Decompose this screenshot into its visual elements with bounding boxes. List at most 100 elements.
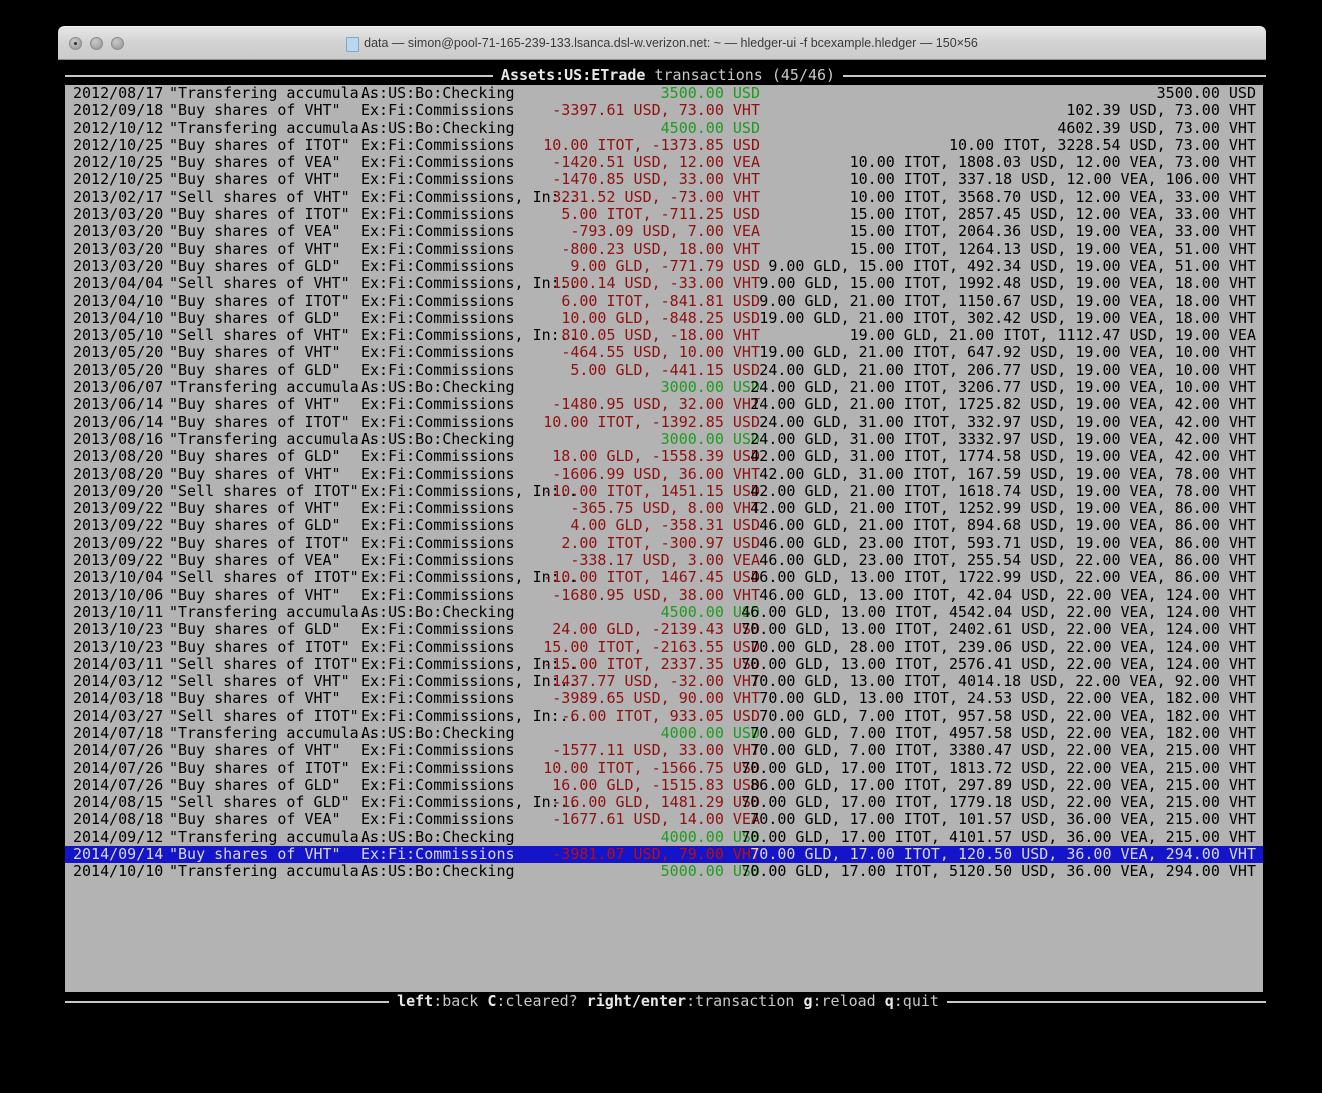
row-amount: -16.00 GLD, 1481.29 USD: [552, 793, 760, 812]
table-row[interactable]: 2013/03/20 "Buy shares of VHT" Ex:Fi:Commi…: [65, 240, 1263, 258]
header-label: Assets:US:ETrade transactions (45/46): [493, 66, 843, 84]
footer-key[interactable]: right/enter: [586, 991, 687, 1010]
transactions-list[interactable]: 2012/08/17 "Transfering accumula.. As:US:B…: [65, 84, 1263, 992]
zoom-icon[interactable]: [111, 36, 124, 50]
row-account: Ex:Fi:Commissions: [361, 291, 515, 310]
window-titlebar[interactable]: data — simon@pool-71-165-239-133.lsanca.…: [58, 26, 1266, 60]
table-row[interactable]: 2013/04/04 "Sell shares of VHT" Ex:Fi:Comm…: [65, 274, 1263, 292]
table-row[interactable]: 2013/03/20 "Buy shares of ITOT" Ex:Fi:Comm…: [65, 205, 1263, 223]
table-row[interactable]: 2013/05/10 "Sell shares of VHT" Ex:Fi:Comm…: [65, 326, 1263, 345]
row-account: Ex:Fi:Commissions: [361, 637, 515, 656]
table-row[interactable]: 2013/04/10 "Buy shares of ITOT" Ex:Fi:Comm…: [65, 291, 1263, 310]
row-account: Ex:Fi:Commissions, In:..: [361, 793, 578, 812]
hledger-ui-screen[interactable]: Assets:US:ETrade transactions (45/46) 20…: [65, 66, 1266, 1011]
table-row[interactable]: 2013/10/04 "Sell shares of ITOT" Ex:Fi:Com…: [65, 569, 1263, 587]
footer-action: :reload: [812, 991, 876, 1010]
table-row[interactable]: 2013/03/20 "Buy shares of VEA" Ex:Fi:Commi…: [65, 222, 1263, 241]
row-balance: 4602.39 USD, 73.00 VHT: [1057, 118, 1256, 137]
minimize-icon[interactable]: [90, 36, 103, 50]
table-row[interactable]: 2014/07/26 "Buy shares of VHT" Ex:Fi:Commi…: [65, 741, 1263, 760]
table-row[interactable]: 2013/08/20 "Buy shares of VHT" Ex:Fi:Commi…: [65, 464, 1263, 483]
table-row[interactable]: 2012/10/25 "Buy shares of ITOT" Ex:Fi:Comm…: [65, 135, 1263, 154]
table-row[interactable]: 2013/09/22 "Buy shares of VHT" Ex:Fi:Commi…: [65, 499, 1263, 518]
row-balance: 9.00 GLD, 15.00 ITOT, 492.34 USD, 19.00 …: [768, 256, 1256, 275]
close-icon[interactable]: [69, 36, 82, 50]
table-row[interactable]: 2013/02/17 "Sell shares of VHT" Ex:Fi:Comm…: [65, 187, 1263, 206]
row-amount: -1420.51 USD, 12.00 VEA: [552, 153, 760, 172]
table-row[interactable]: 2013/03/20 "Buy shares of GLD" Ex:Fi:Commi…: [65, 256, 1263, 275]
table-row[interactable]: 2014/08/18 "Buy shares of VEA" Ex:Fi:Commi…: [65, 811, 1263, 829]
table-row[interactable]: 2013/09/20 "Sell shares of ITOT" Ex:Fi:Com…: [65, 481, 1263, 500]
table-row[interactable]: 2012/10/12 "Transfering accumula.. As:US:B…: [65, 118, 1263, 137]
table-row[interactable]: 2013/08/16 "Transfering accumula.. As:US:B…: [65, 430, 1263, 448]
screen-header-bar: Assets:US:ETrade transactions (45/46): [65, 66, 1266, 85]
row-amount: 16.00 GLD, -1515.83 USD: [552, 775, 760, 794]
table-row[interactable]: 2013/09/22 "Buy shares of VEA" Ex:Fi:Commi…: [65, 551, 1263, 570]
terminal-body[interactable]: Assets:US:ETrade transactions (45/46) 20…: [58, 60, 1266, 1016]
table-row[interactable]: 2014/09/12 "Transfering accumula.. As:US:B…: [65, 828, 1263, 846]
table-row[interactable]: 2013/06/07 "Transfering accumula.. As:US:B…: [65, 378, 1263, 396]
row-description: "Buy shares of VHT": [169, 343, 341, 362]
table-row[interactable]: 2013/10/23 "Buy shares of GLD" Ex:Fi:Commi…: [65, 620, 1263, 638]
row-description: "Sell shares of VHT": [169, 187, 350, 206]
footer-key[interactable]: g: [803, 991, 813, 1010]
table-row[interactable]: 2012/10/25 "Buy shares of VEA" Ex:Fi:Commi…: [65, 153, 1263, 172]
row-account: Ex:Fi:Commissions: [361, 551, 515, 570]
footer-key[interactable]: q: [884, 991, 894, 1010]
row-amount: 5000.00 USD: [660, 862, 760, 881]
row-date: 2013/05/10: [73, 326, 164, 345]
row-amount: 9.00 GLD, -771.79 USD: [570, 256, 760, 275]
row-description: "Buy shares of VHT": [169, 741, 341, 760]
row-description: "Buy shares of ITOT": [169, 135, 350, 154]
row-date: 2013/09/22: [73, 551, 164, 570]
row-account: Ex:Fi:Commissions: [361, 395, 515, 414]
table-row[interactable]: 2013/10/11 "Transfering accumula.. As:US:B…: [65, 603, 1263, 621]
table-row[interactable]: 2013/04/10 "Buy shares of GLD" Ex:Fi:Commi…: [65, 309, 1263, 327]
table-row[interactable]: 2013/09/22 "Buy shares of ITOT" Ex:Fi:Comm…: [65, 534, 1263, 552]
window-title: data — simon@pool-71-165-239-133.lsanca.…: [58, 36, 1266, 52]
table-row[interactable]: 2012/08/17 "Transfering accumula.. As:US:B…: [65, 84, 1263, 102]
table-row[interactable]: 2014/07/26 "Buy shares of ITOT" Ex:Fi:Comm…: [65, 759, 1263, 777]
row-account: Ex:Fi:Commissions: [361, 222, 515, 241]
table-row[interactable]: 2012/09/18 "Buy shares of VHT" Ex:Fi:Commi…: [65, 101, 1263, 120]
row-description: "Buy shares of VEA": [169, 222, 341, 241]
row-description: "Buy shares of VHT": [169, 499, 341, 518]
table-row[interactable]: 2014/03/11 "Sell shares of ITOT" Ex:Fi:Com…: [65, 655, 1263, 673]
table-row[interactable]: 2013/05/20 "Buy shares of VHT" Ex:Fi:Commi…: [65, 343, 1263, 362]
table-row[interactable]: 2014/03/18 "Buy shares of VHT" Ex:Fi:Commi…: [65, 690, 1263, 708]
table-row[interactable]: 2014/07/18 "Transfering accumula.. As:US:B…: [65, 723, 1263, 742]
table-row[interactable]: 2014/07/26 "Buy shares of GLD" Ex:Fi:Commi…: [65, 775, 1263, 794]
window-title-text: data — simon@pool-71-165-239-133.lsanca.…: [364, 36, 978, 50]
table-row[interactable]: 2013/10/23 "Buy shares of ITOT" Ex:Fi:Comm…: [65, 637, 1263, 656]
table-row[interactable]: 2014/09/14 "Buy shares of VHT" Ex:Fi:Commi…: [65, 845, 1263, 864]
table-row[interactable]: 2013/06/14 "Buy shares of ITOT" Ex:Fi:Comm…: [65, 412, 1263, 431]
row-amount: -3397.61 USD, 73.00 VHT: [552, 101, 760, 120]
row-amount: -1606.99 USD, 36.00 VHT: [552, 464, 760, 483]
footer-key[interactable]: C: [487, 991, 497, 1010]
row-date: 2012/10/25: [73, 135, 164, 154]
table-row[interactable]: 2013/10/06 "Buy shares of VHT" Ex:Fi:Commi…: [65, 585, 1263, 604]
terminal-window[interactable]: data — simon@pool-71-165-239-133.lsanca.…: [58, 26, 1266, 1016]
row-balance: 24.00 GLD, 21.00 ITOT, 206.77 USD, 19.00…: [759, 360, 1256, 379]
row-date: 2013/09/20: [73, 481, 164, 500]
transactions-rows[interactable]: 2012/08/17 "Transfering accumula.. As:US:B…: [65, 84, 1263, 881]
footer-keybindings[interactable]: left:back C:cleared? right/enter:transac…: [389, 991, 947, 1010]
table-row[interactable]: 2013/09/22 "Buy shares of GLD" Ex:Fi:Commi…: [65, 517, 1263, 535]
row-account: As:US:Bo:Checking: [361, 723, 515, 742]
footer-key[interactable]: left: [397, 991, 434, 1010]
row-amount: -1680.95 USD, 38.00 VHT: [552, 585, 760, 604]
row-balance: 24.00 GLD, 21.00 ITOT, 1725.82 USD, 19.0…: [750, 395, 1256, 414]
row-balance: 70.00 GLD, 17.00 ITOT, 5120.50 USD, 36.0…: [741, 862, 1256, 881]
window-controls[interactable]: [69, 36, 124, 50]
table-row[interactable]: 2013/05/20 "Buy shares of GLD" Ex:Fi:Commi…: [65, 360, 1263, 379]
table-row[interactable]: 2013/06/14 "Buy shares of VHT" Ex:Fi:Commi…: [65, 395, 1263, 414]
table-row[interactable]: 2014/03/12 "Sell shares of VHT" Ex:Fi:Comm…: [65, 672, 1263, 690]
table-row[interactable]: 2014/08/15 "Sell shares of GLD" Ex:Fi:Comm…: [65, 793, 1263, 812]
table-row[interactable]: 2014/03/27 "Sell shares of ITOT" Ex:Fi:Com…: [65, 707, 1263, 725]
table-row[interactable]: 2013/08/20 "Buy shares of GLD" Ex:Fi:Commi…: [65, 447, 1263, 465]
table-row[interactable]: 2012/10/25 "Buy shares of VHT" Ex:Fi:Commi…: [65, 170, 1263, 189]
row-amount: -1470.85 USD, 33.00 VHT: [552, 170, 760, 189]
table-row[interactable]: 2014/10/10 "Transfering accumula.. As:US:B…: [65, 862, 1263, 881]
row-date: 2013/06/14: [73, 412, 164, 431]
row-amount: -1577.11 USD, 33.00 VHT: [552, 741, 760, 760]
